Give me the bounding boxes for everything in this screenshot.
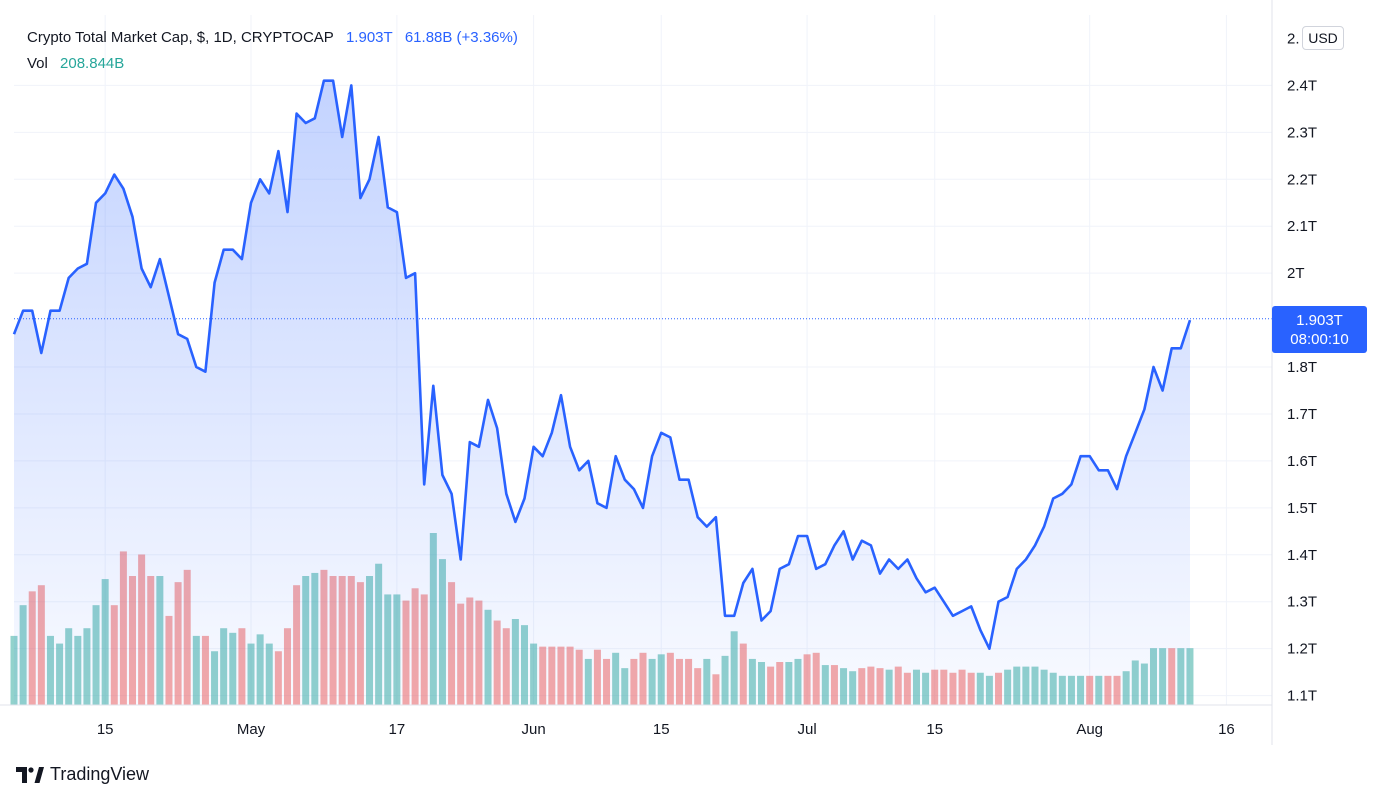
legend-title-row[interactable]: Crypto Total Market Cap, $, 1D, CRYPTOCA… (27, 29, 526, 46)
chart-axes: 1.1T 1.2T 1.3T 1.4T 1.5T 1.6T 1.7T 1.8T 2T 2.1T 2.… (0, 0, 1317, 745)
x-tick-label: 15 (926, 721, 943, 738)
x-tick-label: Jul (797, 721, 816, 738)
symbol-name: Crypto Total Market Cap, $, 1D, CRYPTOCA… (27, 29, 334, 46)
y-tick-label: 1.3T (1287, 594, 1317, 611)
x-tick-label: 15 (97, 721, 114, 738)
x-tick-label: May (237, 721, 266, 738)
price-line (12, 79, 1192, 650)
y-tick-label: 1.8T (1287, 359, 1317, 376)
y-tick-label: 1.5T (1287, 500, 1317, 517)
x-tick-label: Aug (1076, 721, 1103, 738)
y-tick-label: 1.4T (1287, 547, 1317, 564)
x-tick-label: 16 (1218, 721, 1235, 738)
legend-volume-row[interactable]: Vol 208.844B (27, 55, 132, 72)
brand-name: TradingView (50, 764, 150, 784)
y-tick-label: 2.2T (1287, 171, 1317, 188)
last-price-tag: 1.903T 08:00:10 (1272, 306, 1367, 353)
y-tick-label: 2.1T (1287, 218, 1317, 235)
price-change: 61.88B (+3.36%) (404, 29, 518, 46)
x-tick-label: 17 (389, 721, 406, 738)
y-tick-label: 2T (1287, 265, 1305, 282)
y-tick-label: 1.7T (1287, 406, 1317, 423)
volume-value: 208.844B (60, 55, 125, 72)
y-tick-label: 1.6T (1287, 453, 1317, 470)
tradingview-logo-icon (16, 766, 44, 783)
y-tick-label: 1.1T (1287, 688, 1317, 705)
price-area-fill (14, 80, 1190, 705)
y-tick-label: 1.2T (1287, 641, 1317, 658)
tradingview-logo[interactable]: TradingView (16, 764, 149, 785)
volume-label: Vol (27, 55, 48, 72)
y-tick-label: 2.3T (1287, 124, 1317, 141)
x-tick-label: Jun (522, 721, 546, 738)
y-tick-label-partial: 2. (1287, 30, 1300, 47)
price-area (12, 79, 1272, 705)
bar-countdown: 08:00:10 (1290, 331, 1349, 348)
last-price-value: 1.903T (1296, 312, 1343, 329)
x-tick-label: 15 (653, 721, 670, 738)
y-tick-label: 2.4T (1287, 77, 1317, 94)
currency-button[interactable]: USD (1302, 26, 1344, 50)
last-value: 1.903T (345, 29, 393, 46)
